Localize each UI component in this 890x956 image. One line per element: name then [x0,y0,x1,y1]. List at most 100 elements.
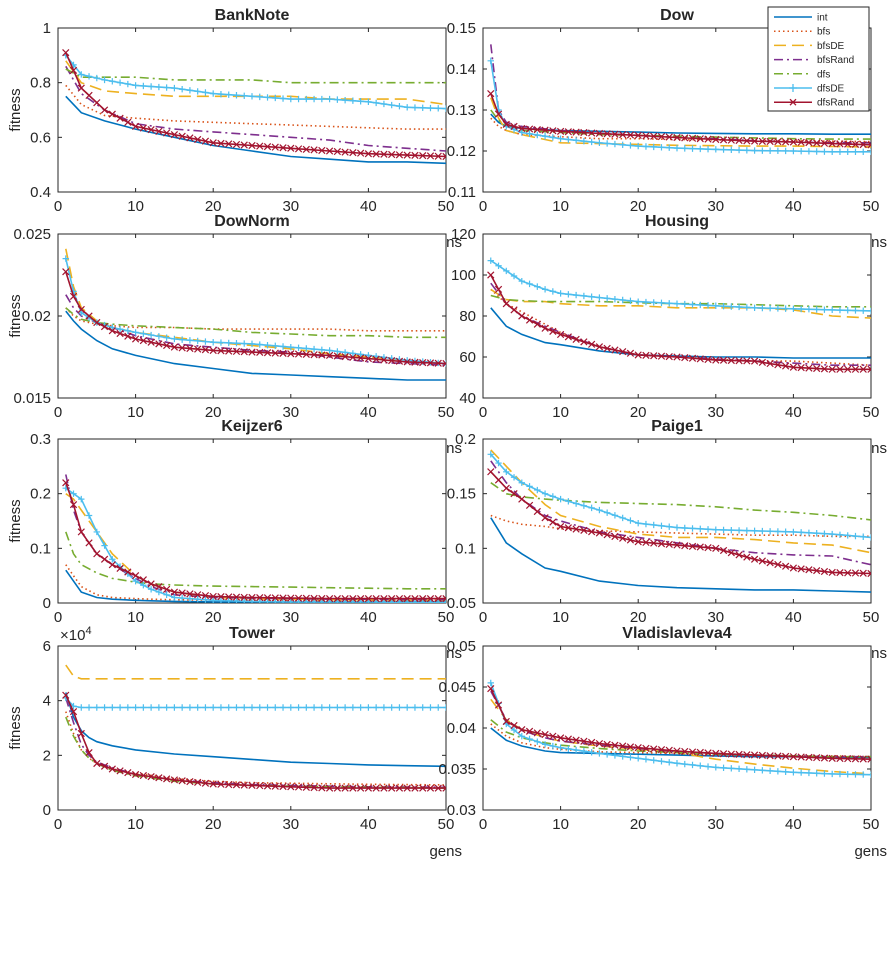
series-marker-dfsrand [564,524,572,532]
series-marker-dfsde [178,336,186,343]
series-marker-dfsde [774,528,782,535]
series-marker-dfsrand [487,685,495,693]
x-axis-label: gens [429,843,462,860]
series-marker-dfsde [116,704,124,711]
series-marker-dfsde [256,341,263,348]
series-marker-dfsrand [673,541,681,549]
series-marker-dfsrand [279,594,287,602]
series-group [62,474,446,603]
series-marker-dfsrand [533,507,541,516]
series-line-int [65,692,446,768]
series-marker-dfsde [720,302,727,310]
series-marker-dfsrand [364,784,373,792]
series-marker-dfsrand [395,357,404,365]
series-marker-dfsrand [525,125,534,133]
y-tick-label: 120 [451,226,476,243]
series-marker-dfsde [495,262,502,269]
series-marker-dfsde [241,597,248,603]
series-marker-dfsrand [650,132,658,140]
series-marker-dfsde [326,347,333,354]
subplot-housing: 01020304050406080100120Housinggens [451,213,887,457]
x-tick-label: 40 [785,816,802,833]
series-marker-dfsde [728,303,735,310]
series-marker-dfsrand [372,784,380,792]
y-axis-label: fitness [7,294,24,337]
series-marker-dfsrand [735,551,743,559]
series-marker-dfsrand [333,595,341,603]
series-marker-dfsde [549,493,557,500]
series-marker-dfsde [704,145,712,153]
series-marker-dfsde [109,556,116,563]
series-marker-dfsrand [395,595,404,603]
series-marker-dfsde [109,78,116,85]
y-tick-label: 1 [43,20,51,37]
series-marker-dfsde [805,148,813,155]
series-marker-dfsrand [588,738,596,747]
series-marker-dfsde [588,293,595,300]
y-tick-label: 40 [459,390,476,407]
series-marker-dfsde [256,704,263,711]
series-marker-dfsde [681,145,688,152]
series-marker-dfsrand [124,118,132,126]
series-marker-dfsde [411,704,419,711]
series-marker-dfsrand [108,327,116,335]
series-marker-dfsrand [688,542,697,550]
series-marker-dfsrand [225,593,233,601]
series-line-bfs [65,84,446,130]
series-marker-dfsrand [62,691,70,699]
series-marker-dfsrand [797,364,805,372]
series-marker-dfsrand [178,132,186,140]
series-line-dfs [65,68,446,84]
series-marker-dfsde [766,767,774,775]
series-marker-dfsrand [603,344,611,353]
series-marker-dfsrand [525,316,534,324]
series-marker-dfsrand [774,560,782,569]
series-marker-dfsrand [727,136,735,144]
y-tick-label: 0.04 [447,720,476,737]
series-marker-dfsde [813,770,820,777]
series-group [487,257,871,373]
series-marker-dfsde [186,595,194,602]
series-marker-dfsrand [209,346,217,355]
series-marker-dfsde [813,530,820,537]
series-marker-dfsde [427,599,434,603]
series-group [62,664,446,792]
series-marker-dfsrand [867,569,871,578]
series-marker-dfsrand [789,753,798,761]
series-marker-dfsde [658,758,665,765]
series-marker-dfsrand [580,128,588,137]
series-marker-dfsde [642,298,650,306]
series-marker-dfsrand [525,727,534,735]
series-marker-dfsrand [419,152,427,160]
x-tick-label: 10 [552,404,569,421]
series-marker-dfsrand [844,755,852,763]
series-marker-dfsde [697,762,704,769]
series-marker-dfsrand [673,747,681,755]
series-marker-dfsrand [634,538,642,546]
series-marker-dfsde [318,95,326,103]
series-marker-dfsde [518,129,525,136]
series-marker-dfsrand [820,139,829,147]
series-marker-dfsde [326,704,333,711]
series-line-dfs [65,716,446,789]
series-marker-dfsde [279,704,287,711]
y-tick-label: 0.6 [30,129,51,146]
series-marker-dfsde [78,495,85,503]
subplot-title: Paige1 [651,418,703,435]
series-marker-dfsde [829,530,836,538]
series-marker-dfsde [178,86,186,93]
series-marker-dfsde [836,770,844,778]
series-marker-dfsde [349,704,357,711]
series-marker-dfsde [388,101,395,109]
series-marker-dfsrand [124,568,132,576]
series-marker-dfsrand [357,595,365,603]
series-marker-dfsrand [209,780,217,788]
series-marker-dfsrand [116,767,124,775]
series-marker-dfsde [836,148,844,156]
series-marker-dfsrand [77,528,85,536]
series-marker-dfsrand [419,595,427,603]
series-marker-dfsrand [372,150,380,158]
series-marker-dfsrand [388,784,396,792]
series-marker-dfsrand [178,777,186,785]
series-marker-dfsrand [294,783,303,791]
